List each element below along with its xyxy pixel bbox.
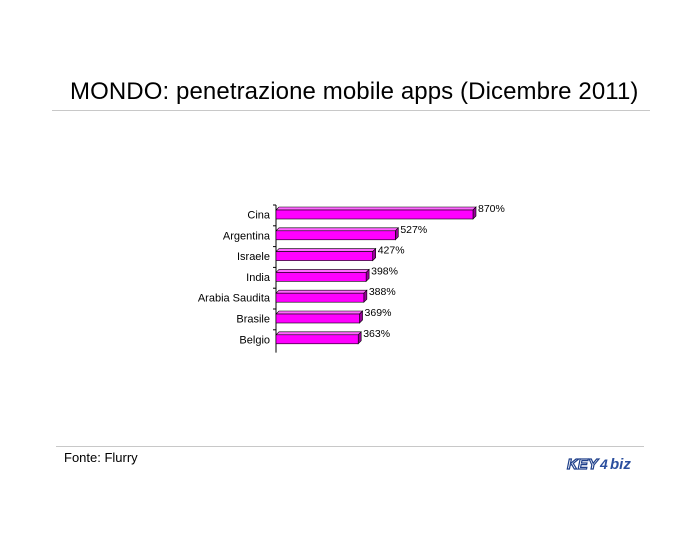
footer-divider xyxy=(56,446,644,447)
chart-title: MONDO: penetrazione mobile apps (Dicembr… xyxy=(70,78,639,105)
value-label-india: 398% xyxy=(371,265,398,277)
bar-cina xyxy=(275,209,474,220)
key4biz-logo: KEY 4 biz xyxy=(566,454,640,472)
bar-india xyxy=(275,272,367,282)
bar-top-arabia-saudita xyxy=(275,289,368,294)
category-label-argentina: Argentina xyxy=(223,230,271,242)
logo-biz-text: biz xyxy=(610,456,631,472)
bar-belgio xyxy=(275,334,359,345)
bar-top-india xyxy=(275,269,370,273)
category-label-arabia-saudita: Arabia Saudita xyxy=(198,293,271,305)
bar-top-belgio xyxy=(275,331,362,336)
value-label-argentina: 527% xyxy=(400,224,427,236)
svg-text:4: 4 xyxy=(599,456,608,472)
value-label-brasile: 369% xyxy=(365,307,392,319)
category-label-india: India xyxy=(246,272,271,284)
value-label-belgio: 363% xyxy=(363,328,390,340)
value-label-cina: 870% xyxy=(478,203,505,215)
bar-top-brasile xyxy=(275,310,364,315)
bar-argentina xyxy=(275,230,396,241)
bar-israele xyxy=(275,251,373,261)
bar-top-israele xyxy=(275,248,377,252)
bar-brasile xyxy=(275,313,360,324)
value-label-israele: 427% xyxy=(378,245,405,257)
category-label-cina: Cina xyxy=(247,210,271,222)
bar-top-argentina xyxy=(275,227,400,232)
bar-arabia-saudita xyxy=(275,292,365,303)
category-label-israele: Israele xyxy=(237,251,270,263)
logo-key-text: KEY xyxy=(567,456,600,472)
source-footnote: Fonte: Flurry xyxy=(64,450,138,465)
title-divider xyxy=(52,110,650,111)
category-label-belgio: Belgio xyxy=(239,334,270,346)
category-label-brasile: Brasile xyxy=(236,314,270,326)
value-label-arabia-saudita: 388% xyxy=(369,286,396,298)
bar-top-cina xyxy=(275,206,477,211)
